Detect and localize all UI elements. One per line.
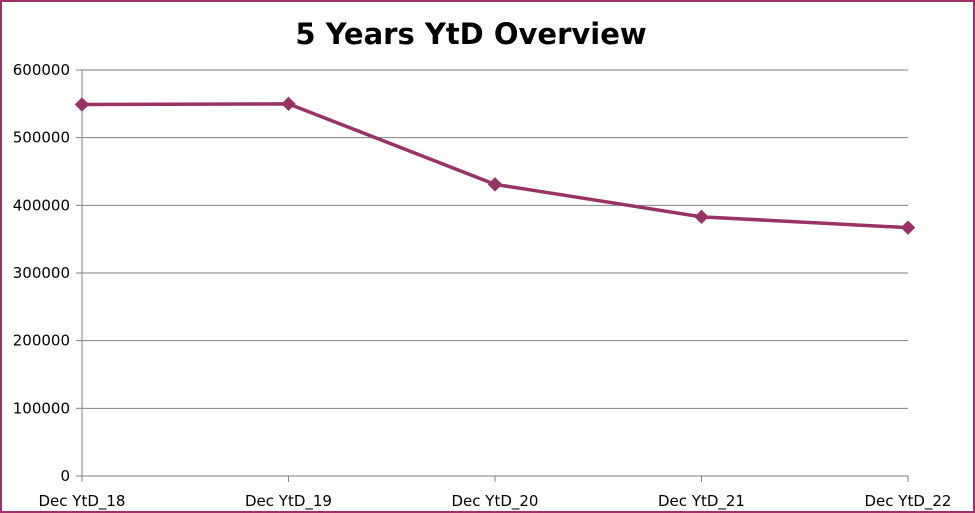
y-tick-label: 300000 — [13, 264, 70, 282]
x-tick-label: Dec YtD_19 — [245, 492, 332, 511]
x-tick-label: Dec YtD_21 — [658, 492, 745, 511]
data-point-marker — [487, 177, 503, 192]
x-tick-label: Dec YtD_20 — [452, 492, 539, 511]
y-tick-label: 400000 — [13, 196, 70, 214]
chart-title: 5 Years YtD Overview — [295, 17, 647, 51]
series-line — [80, 102, 910, 230]
y-tick-label: 100000 — [13, 399, 70, 417]
x-tick-label: Dec YtD_18 — [39, 492, 126, 511]
data-point-marker — [281, 96, 296, 112]
data-point-marker — [900, 220, 916, 235]
y-tick-label: 200000 — [13, 332, 70, 350]
y-tick-label: 500000 — [13, 129, 70, 147]
x-tick-label: Dec YtD_22 — [865, 492, 952, 511]
y-tick-label: 600000 — [13, 61, 70, 79]
data-point-marker — [694, 209, 709, 225]
y-tick-label: 0 — [60, 467, 70, 485]
data-point-marker — [74, 97, 90, 112]
